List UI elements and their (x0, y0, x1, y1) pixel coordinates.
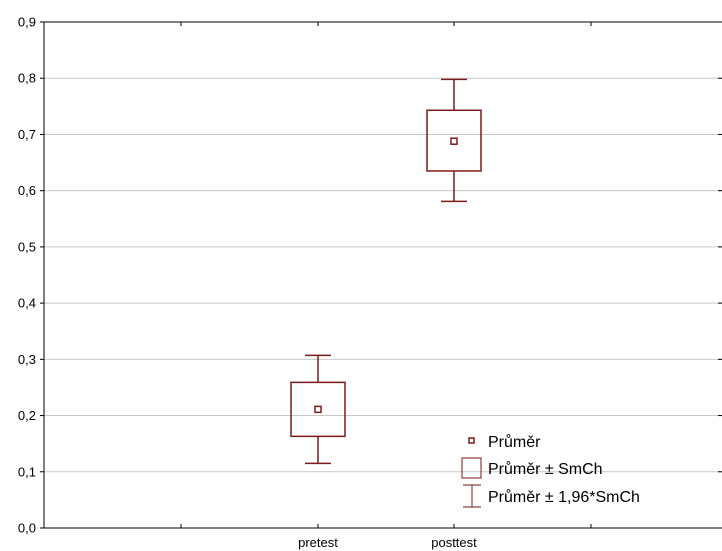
y-tick-label: 0,6 (18, 183, 36, 198)
legend-label: Průměr ± 1,96*SmCh (488, 488, 640, 506)
mean-marker (450, 137, 458, 145)
se-box (290, 381, 346, 438)
marks-layer (290, 78, 482, 465)
grid-layer (44, 21, 722, 473)
y-tick-label: 0,2 (18, 408, 36, 423)
y-tick-label: 0,5 (18, 239, 36, 254)
legend-mean-symbol (468, 437, 475, 444)
se-box (426, 109, 482, 172)
x-tick-label: posttest (431, 535, 477, 550)
y-tick-label: 0,3 (18, 352, 36, 367)
legend-label: Průměr ± SmCh (488, 460, 603, 478)
legend-label: Průměr (488, 433, 541, 451)
y-tick-label: 0,1 (18, 464, 36, 479)
x-tick-label: pretest (298, 535, 338, 550)
axis-layer: 0,0 0,1 0,2 0,3 0,4 0,5 0,6 0,7 0,8 0,9 pretest pos… (18, 15, 722, 550)
y-tick-label: 0,7 (18, 127, 36, 142)
y-tick-label: 0,8 (18, 71, 36, 86)
legend-box-symbol (461, 457, 482, 479)
y-tick-label: 0,9 (18, 15, 36, 30)
legend: Průměr Průměr ± SmCh Průměr ± 1,96*SmCh (461, 433, 640, 508)
y-tick-label: 0,4 (18, 296, 36, 311)
y-tick-label: 0,0 (18, 521, 36, 536)
box-group-posttest (426, 78, 482, 203)
mean-marker (314, 405, 322, 414)
box-group-pretest (290, 354, 346, 465)
